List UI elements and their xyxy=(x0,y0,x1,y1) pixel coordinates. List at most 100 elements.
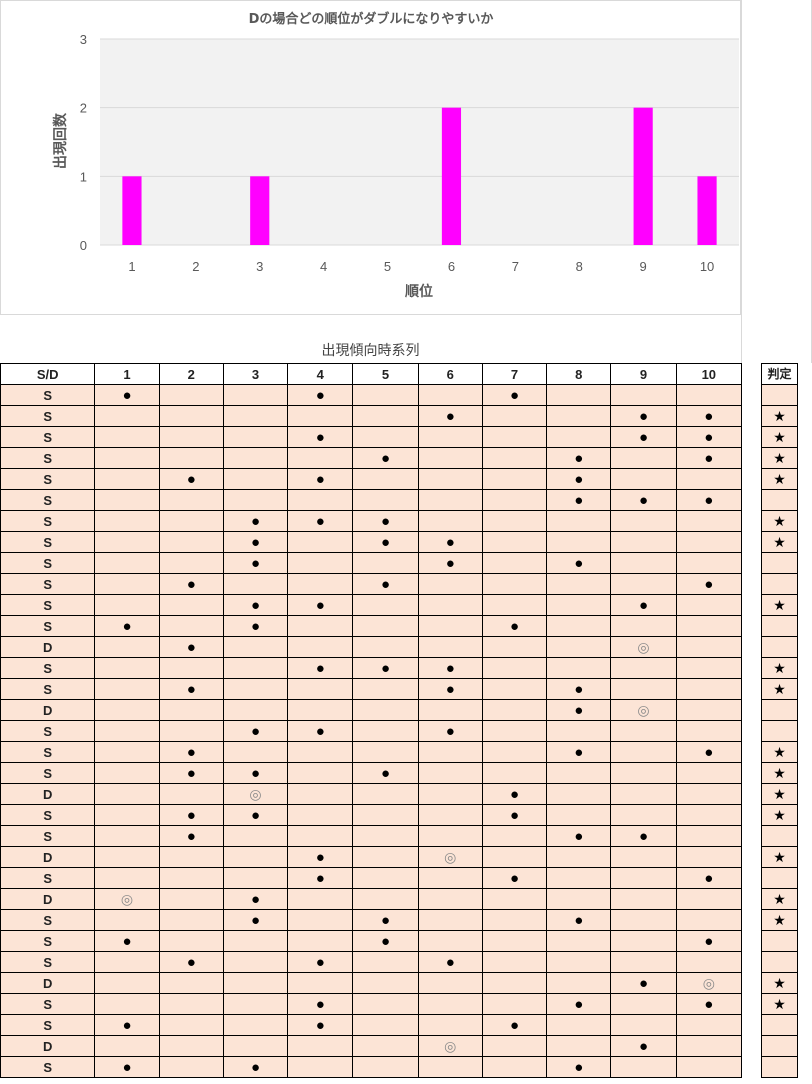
rank-cell: ◎ xyxy=(417,846,483,868)
rank-cell: ● xyxy=(481,1014,548,1036)
x-tick-label: 6 xyxy=(448,259,455,274)
judge-cell: ★ xyxy=(761,846,798,868)
dot-mark: ● xyxy=(704,449,714,467)
table-row: D ● ◎ xyxy=(0,699,743,721)
rank-cell: ● xyxy=(546,552,612,574)
rank-cell xyxy=(481,741,548,763)
rank-cell xyxy=(158,489,224,511)
double-mark: ◎ xyxy=(637,638,650,655)
dot-mark: ● xyxy=(250,1058,261,1076)
rank-cell xyxy=(287,825,354,847)
dot-mark: ● xyxy=(186,743,196,761)
rank-cell xyxy=(287,447,354,469)
judge-cell: ★ xyxy=(761,909,798,931)
rank-cell xyxy=(352,1035,419,1057)
dot-mark: ● xyxy=(122,617,132,635)
rank-cell xyxy=(352,825,419,847)
rank-cell xyxy=(610,993,677,1015)
dot-mark: ● xyxy=(704,743,714,761)
rank-cell: ● xyxy=(546,447,612,469)
rank-cell: ● xyxy=(287,993,354,1015)
rank-cell xyxy=(352,972,419,994)
rank-cell xyxy=(352,993,419,1015)
rank-cell xyxy=(610,804,677,826)
rank-cell xyxy=(546,1035,612,1057)
rank-cell xyxy=(222,993,289,1015)
x-tick-label: 2 xyxy=(192,259,199,274)
rank-cell xyxy=(287,636,354,658)
double-mark: ◎ xyxy=(120,890,134,907)
dot-mark: ● xyxy=(445,407,455,425)
rank-cell xyxy=(94,594,160,616)
dot-mark: ● xyxy=(250,533,261,551)
dot-mark: ● xyxy=(509,617,520,635)
dot-mark: ● xyxy=(315,470,325,488)
sd-cell: S xyxy=(0,825,96,847)
sd-cell: S xyxy=(0,951,96,973)
rank-cell xyxy=(546,762,612,784)
rank-cell xyxy=(610,762,677,784)
dot-mark: ● xyxy=(315,995,325,1013)
rank-cell xyxy=(417,1056,483,1078)
rank-cell xyxy=(287,405,354,427)
dot-mark: ● xyxy=(380,533,391,551)
rank-cell xyxy=(158,384,224,406)
judge-cell: ★ xyxy=(761,426,798,448)
dot-mark: ● xyxy=(250,890,261,908)
rank-cell xyxy=(417,993,483,1015)
star-mark: ★ xyxy=(773,533,786,550)
rank-cell xyxy=(94,552,160,574)
rank-cell: ● xyxy=(610,1035,677,1057)
rank-cell xyxy=(610,741,677,763)
rank-cell xyxy=(94,489,160,511)
table-row: S ● ● ● xyxy=(0,657,743,679)
rank-cell xyxy=(481,762,548,784)
dot-mark: ● xyxy=(315,722,325,740)
rank-cell xyxy=(222,447,289,469)
star-mark: ★ xyxy=(773,743,786,760)
rank-cell xyxy=(352,552,419,574)
rank-cell xyxy=(675,762,743,784)
rank-cell: ● xyxy=(222,888,289,910)
rank-cell xyxy=(287,741,354,763)
rank-cell xyxy=(158,1056,224,1078)
rank-cell xyxy=(546,531,612,553)
rank-cell xyxy=(222,573,289,595)
header-rank-5: 5 xyxy=(352,363,419,385)
dot-mark: ● xyxy=(638,428,649,446)
rank-cell: ● xyxy=(546,489,612,511)
dot-mark: ● xyxy=(509,386,520,404)
rank-cell xyxy=(287,972,354,994)
rank-cell xyxy=(675,783,743,805)
rank-cell xyxy=(352,615,419,637)
star-mark: ★ xyxy=(773,659,786,676)
dot-mark: ● xyxy=(574,554,584,572)
rank-cell: ● xyxy=(352,573,419,595)
table-row: S ● ● ● xyxy=(0,741,743,763)
rank-cell xyxy=(610,930,677,952)
table-row: D ◎ ● xyxy=(0,1035,743,1057)
star-mark: ★ xyxy=(773,785,786,802)
rank-cell xyxy=(675,1035,743,1057)
dot-mark: ● xyxy=(380,575,391,593)
bar-3 xyxy=(250,176,270,245)
rank-cell xyxy=(94,678,160,700)
judge-cell xyxy=(761,699,798,721)
bar-6 xyxy=(441,107,462,246)
rank-cell: ● xyxy=(481,804,548,826)
table-row: D ◎ ● xyxy=(0,888,743,910)
rank-cell: ● xyxy=(610,405,677,427)
dot-mark: ● xyxy=(445,533,455,551)
dot-mark: ● xyxy=(574,470,584,488)
rank-cell xyxy=(222,657,289,679)
sd-cell: S xyxy=(0,867,96,889)
rank-cell xyxy=(94,825,160,847)
rank-cell xyxy=(417,867,483,889)
rank-cell: ● xyxy=(94,1056,160,1078)
sd-cell: S xyxy=(0,1014,96,1036)
rank-cell xyxy=(610,573,677,595)
rank-cell xyxy=(481,468,548,490)
dot-mark: ● xyxy=(186,764,196,782)
rank-cell xyxy=(417,510,483,532)
